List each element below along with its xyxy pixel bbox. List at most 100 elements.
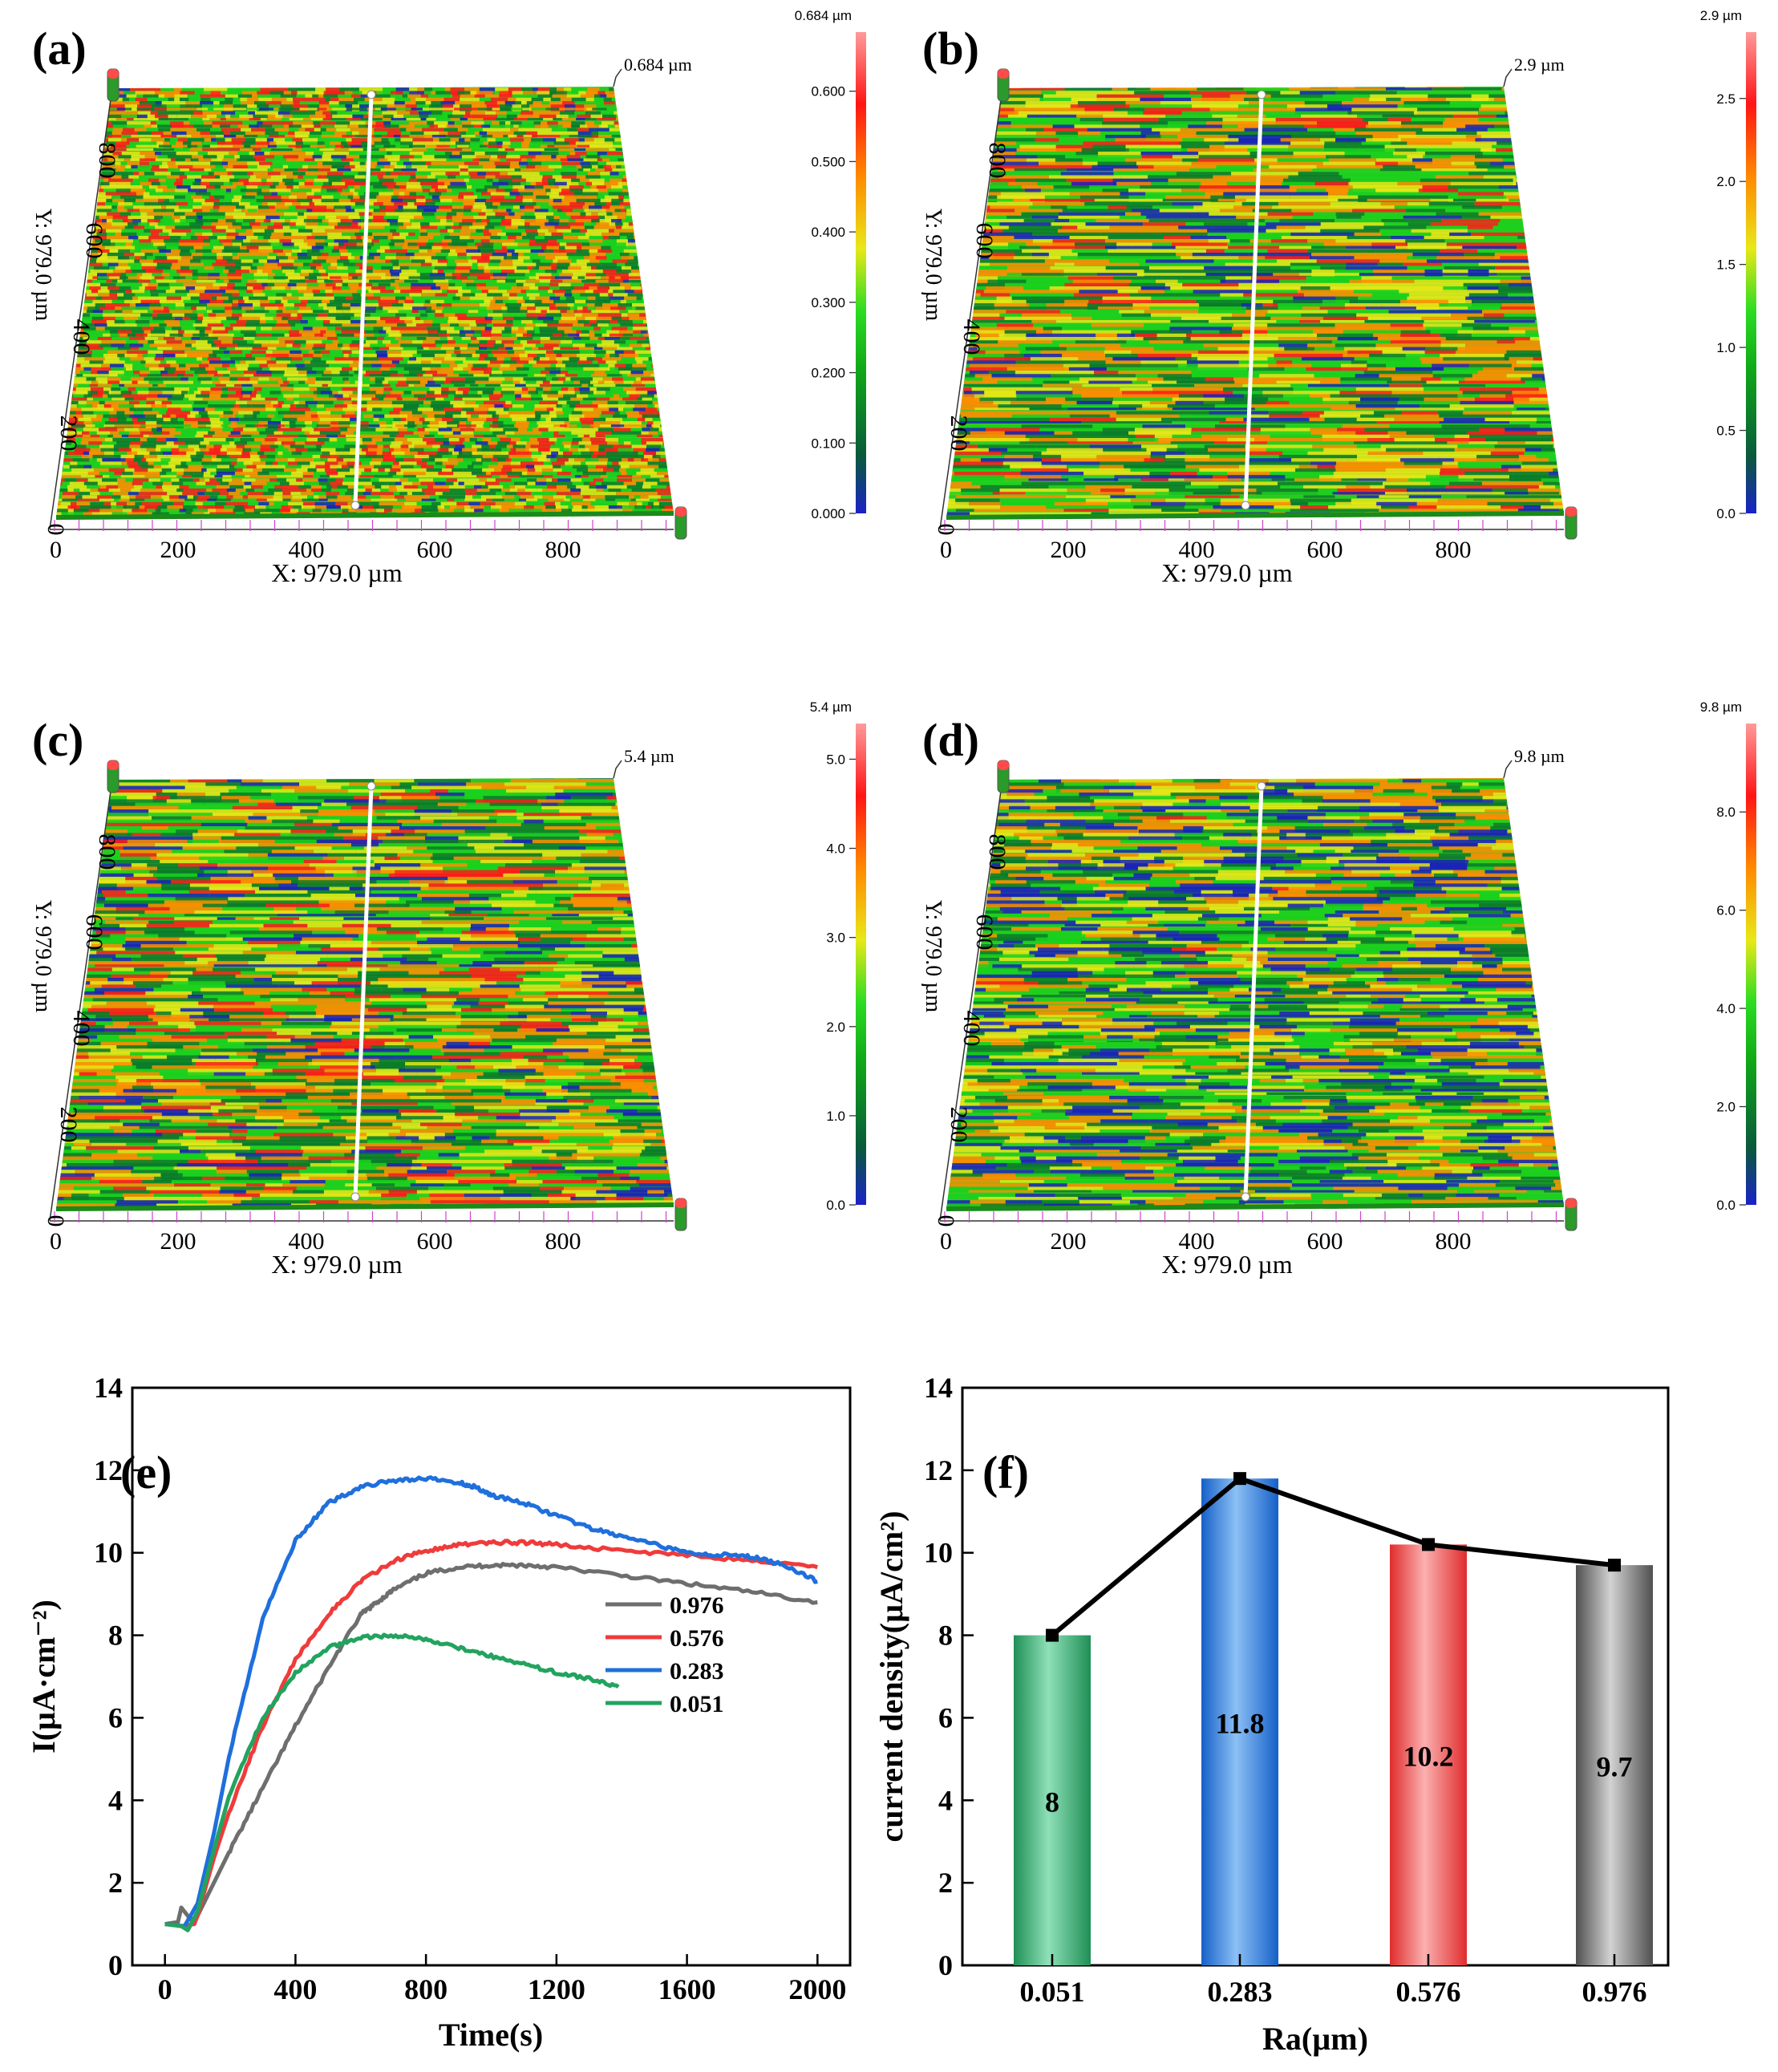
surface-streak xyxy=(351,168,367,171)
surface-streak xyxy=(58,152,72,156)
surface-streak xyxy=(562,175,577,179)
surface-streak xyxy=(377,249,385,253)
surface-streak xyxy=(651,101,658,107)
surface-streak xyxy=(561,135,569,137)
surface-streak xyxy=(410,229,419,233)
surface-streak xyxy=(123,128,135,132)
surface-streak xyxy=(71,199,83,205)
surface-streak xyxy=(630,101,638,107)
surface-streak xyxy=(326,293,334,296)
surface-streak xyxy=(59,297,70,302)
surface-streak xyxy=(450,145,457,148)
surface-streak xyxy=(80,189,95,194)
surface-streak xyxy=(659,239,673,246)
surface-streak xyxy=(469,225,485,229)
surface-streak xyxy=(678,152,691,156)
surface-streak xyxy=(150,323,160,326)
surface-streak xyxy=(399,124,415,128)
surface-streak xyxy=(292,293,304,296)
surface-streak xyxy=(48,148,59,151)
surface-streak xyxy=(269,135,285,137)
surface-streak xyxy=(252,95,257,98)
surface-streak xyxy=(381,276,391,278)
surface-streak xyxy=(633,175,647,179)
surface-streak xyxy=(612,168,625,171)
surface-streak xyxy=(263,276,273,278)
surface-streak xyxy=(497,280,506,283)
surface-streak xyxy=(643,98,655,103)
surface-streak xyxy=(116,118,127,120)
surface-streak xyxy=(48,357,61,361)
surface-streak xyxy=(63,101,67,107)
surface-streak xyxy=(396,107,411,110)
surface-streak xyxy=(253,148,261,151)
surface-streak xyxy=(524,337,533,340)
surface-streak xyxy=(667,135,675,137)
surface-streak xyxy=(541,168,555,171)
surface-streak xyxy=(314,124,321,128)
surface-streak xyxy=(128,175,139,179)
surface-streak xyxy=(639,253,648,259)
surface-streak xyxy=(69,189,80,194)
surface-streak xyxy=(375,310,387,313)
surface-streak xyxy=(670,276,678,278)
surface-streak xyxy=(386,148,399,151)
surface-streak xyxy=(310,145,325,148)
surface-streak xyxy=(396,229,410,233)
surface-streak xyxy=(399,225,406,229)
surface-streak xyxy=(610,128,621,132)
surface-streak xyxy=(210,209,219,212)
surface-streak xyxy=(645,179,651,185)
surface-streak xyxy=(250,84,261,87)
surface-streak xyxy=(456,249,466,253)
surface-streak xyxy=(644,263,651,269)
surface-streak xyxy=(271,175,286,179)
surface-streak xyxy=(346,118,361,120)
surface-streak xyxy=(273,276,288,278)
surface-streak xyxy=(285,168,298,171)
surface-streak xyxy=(553,334,562,337)
surface-streak xyxy=(332,107,346,110)
surface-streak xyxy=(658,155,672,160)
surface-streak xyxy=(396,249,407,253)
surface-streak xyxy=(561,276,572,278)
surface-streak xyxy=(62,280,71,283)
surface-streak xyxy=(192,310,207,313)
surface-streak xyxy=(655,310,666,313)
surface-streak xyxy=(334,323,342,326)
surface-streak xyxy=(499,95,512,98)
surface-streak xyxy=(139,175,153,179)
surface-streak xyxy=(526,290,539,293)
surface-streak xyxy=(562,209,573,212)
surface-streak xyxy=(293,148,302,151)
surface-streak xyxy=(285,334,290,337)
surface-streak xyxy=(298,229,313,233)
surface-streak xyxy=(442,290,447,293)
surface-streak xyxy=(440,168,451,171)
surface-streak xyxy=(48,343,60,348)
surface-streak xyxy=(283,165,288,168)
surface-streak xyxy=(56,91,61,95)
surface-streak xyxy=(440,323,450,326)
surface-streak xyxy=(148,310,153,313)
surface-streak xyxy=(660,314,669,319)
surface-streak xyxy=(59,310,68,313)
surface-streak xyxy=(127,118,134,120)
surface-streak xyxy=(647,330,662,337)
surface-streak xyxy=(320,172,327,176)
surface-streak xyxy=(514,229,525,233)
surface-streak xyxy=(87,132,98,138)
surface-streak xyxy=(103,124,113,128)
surface-streak xyxy=(135,293,151,296)
surface-streak xyxy=(298,310,313,313)
surface-streak xyxy=(352,293,360,296)
surface-streak xyxy=(384,165,395,168)
surface-streak xyxy=(674,216,689,223)
surface-streak xyxy=(658,189,670,194)
surface-streak xyxy=(626,145,642,148)
surface-streak xyxy=(298,290,312,293)
surface-streak xyxy=(456,276,468,278)
surface-streak xyxy=(244,337,255,340)
surface-streak xyxy=(395,84,405,87)
surface-streak xyxy=(459,165,468,168)
